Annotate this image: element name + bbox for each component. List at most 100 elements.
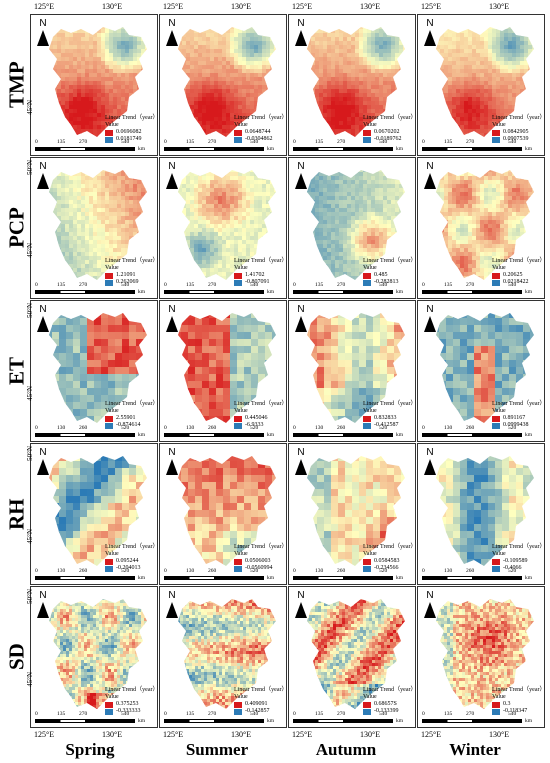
- scale-bar-graphic: km: [164, 575, 274, 581]
- legend-low-value: 0.0218422: [503, 279, 529, 285]
- trend-legend: Linear Trend（year） Value 0.0506003 -0.05609…: [234, 544, 286, 572]
- arrow-shape: [295, 316, 307, 332]
- scale-unit: km: [267, 718, 275, 724]
- low-swatch: [105, 136, 113, 143]
- north-arrow-icon: N: [166, 448, 178, 475]
- scale-tick: 270: [208, 282, 217, 288]
- legend-low: -0.807091: [234, 279, 286, 286]
- north-label: N: [297, 18, 305, 29]
- legend-low-value: -0.412587: [374, 422, 399, 428]
- scale-tick: 260: [208, 425, 217, 431]
- row-label-et: ET: [4, 300, 30, 442]
- scale-numbers: 0 130 260 520: [293, 425, 393, 432]
- north-label: N: [39, 304, 47, 315]
- legend-high-value: 1.21091: [116, 272, 136, 278]
- scale-tick: 270: [337, 282, 346, 288]
- legend-low: -0.282813: [363, 279, 415, 286]
- longitude-tick: 125°E: [163, 730, 184, 739]
- scale-tick: 0: [164, 282, 167, 288]
- latitude-tick: 45°N: [26, 529, 34, 544]
- north-arrow-icon: N: [424, 448, 436, 475]
- scale-tick: 520: [379, 568, 388, 574]
- trend-raster: [49, 27, 147, 137]
- legend-high: 0.375253: [105, 701, 157, 708]
- trend-legend: Linear Trend（year） Value 0.0696082 0.018174…: [105, 115, 157, 143]
- arrow-shape: [37, 459, 49, 475]
- legend-low-value: -0.874614: [116, 422, 141, 428]
- scale-bar: 0 135 270 540 km: [293, 282, 403, 295]
- legend-low-value: -0.0189762: [374, 136, 402, 142]
- arrow-shape: [37, 30, 49, 46]
- scale-tick: 135: [444, 282, 453, 288]
- arrow-shape: [424, 173, 436, 189]
- legend-title: Linear Trend（year）: [234, 115, 287, 121]
- low-swatch: [363, 136, 371, 143]
- legend-high: 1.21091: [105, 272, 157, 279]
- latitude-tick: 45°N: [26, 672, 34, 687]
- legend-low-value: -6.9333: [245, 422, 264, 428]
- north-label: N: [426, 304, 434, 315]
- legend-value-label: Value: [492, 551, 506, 557]
- longitude-tick: 125°E: [34, 730, 55, 739]
- legend-low-value: -0.133399: [374, 708, 399, 714]
- scale-bar: 0 135 270 540 km: [422, 139, 532, 152]
- scale-tick: 520: [121, 568, 130, 574]
- legend-high: 0.0648744: [234, 129, 286, 136]
- scale-unit: km: [396, 575, 404, 581]
- north-label: N: [39, 18, 47, 29]
- scale-tick: 130: [186, 425, 195, 431]
- high-swatch: [363, 701, 371, 708]
- scale-tick: 135: [186, 282, 195, 288]
- legend-value-label: Value: [492, 122, 506, 128]
- legend-high-value: 1.41702: [245, 272, 265, 278]
- legend-high: 0.0696082: [105, 129, 157, 136]
- arrow-shape: [295, 459, 307, 475]
- legend-low: -0.204013: [105, 565, 157, 572]
- north-label: N: [426, 447, 434, 458]
- north-label: N: [168, 447, 176, 458]
- scale-tick: 0: [35, 139, 38, 145]
- scale-tick: 540: [508, 282, 517, 288]
- scale-tick: 540: [379, 139, 388, 145]
- arrow-shape: [37, 173, 49, 189]
- longitude-tick: 125°E: [421, 730, 442, 739]
- longitude-tick: 130°E: [231, 2, 252, 11]
- map-panel-et-autumn: N Linear Trend（year） Value 0.832833 -0.41258…: [288, 300, 416, 442]
- legend-high-value: 0.409091: [245, 701, 268, 707]
- trend-legend: Linear Trend（year） Value 1.41702 -0.807091: [234, 258, 286, 286]
- legend-title: Linear Trend（year）: [363, 687, 416, 693]
- scale-numbers: 0 130 260 520: [35, 425, 135, 432]
- legend-title: Linear Trend（year）: [363, 258, 416, 264]
- legend-value-label: Value: [492, 265, 506, 271]
- legend-low-value: -0.282813: [374, 279, 399, 285]
- north-arrow-icon: N: [166, 591, 178, 618]
- trend-raster: [436, 456, 534, 566]
- scale-tick: 130: [444, 568, 453, 574]
- north-label: N: [426, 161, 434, 172]
- scale-tick: 540: [379, 711, 388, 717]
- arrow-shape: [424, 30, 436, 46]
- legend-low-value: -0.4066: [503, 565, 522, 571]
- latitude-tick: 45°N: [26, 243, 34, 258]
- north-arrow-icon: N: [295, 448, 307, 475]
- scale-tick: 520: [508, 425, 517, 431]
- trend-raster: [49, 170, 147, 280]
- high-swatch: [105, 558, 113, 565]
- scale-tick: 135: [315, 711, 324, 717]
- trend-legend: Linear Trend（year） Value 0.3 -0.118347: [492, 687, 544, 715]
- legend-low: -0.0560994: [234, 565, 286, 572]
- low-swatch: [492, 565, 500, 572]
- low-swatch: [234, 708, 242, 715]
- legend-low: 0.262069: [105, 279, 157, 286]
- scale-bar: 0 130 260 520 km: [293, 425, 403, 438]
- legend-high: 0.68657S: [363, 701, 415, 708]
- scale-unit: km: [267, 146, 275, 152]
- legend-high-value: 0.0584583: [374, 558, 400, 564]
- legend-low: -0.0189762: [363, 136, 415, 143]
- map-panel-rh-summer: N Linear Trend（year） Value 0.0506003 -0.0560…: [159, 443, 287, 585]
- legend-high: 1.41702: [234, 272, 286, 279]
- north-arrow-icon: N: [295, 162, 307, 189]
- scale-tick: 540: [250, 139, 259, 145]
- legend-low: -0.234566: [363, 565, 415, 572]
- trend-legend: Linear Trend（year） Value 0.0584583 -0.23456…: [363, 544, 415, 572]
